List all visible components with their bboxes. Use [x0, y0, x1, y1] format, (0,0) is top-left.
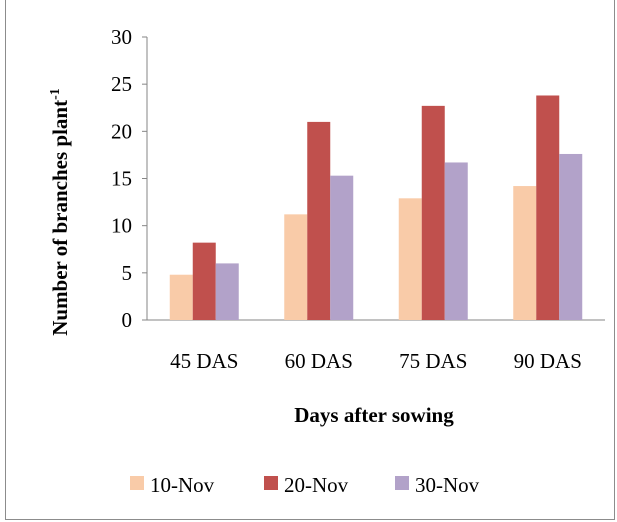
bar-10-nov-45-das — [169, 274, 193, 320]
y-axis-title-text: Number of branches plant — [48, 100, 72, 336]
x-axis-title: Days after sowing — [294, 403, 454, 427]
bar-30-nov-60-das — [330, 175, 354, 320]
bar-30-nov-75-das — [444, 162, 468, 320]
bar-20-nov-75-das — [421, 105, 445, 320]
legend-label-30-nov: 30-Nov — [415, 473, 480, 497]
y-tick-label: 10 — [111, 214, 132, 238]
y-axis-ticks: 0 5 10 15 20 25 30 — [111, 25, 147, 332]
legend-label-10-nov: 10-Nov — [150, 473, 215, 497]
bar-20-nov-60-das — [307, 121, 331, 321]
y-tick-label: 5 — [122, 261, 133, 285]
legend-label-20-nov: 20-Nov — [284, 473, 349, 497]
x-axis-tick-labels: 45 DAS 60 DAS 75 DAS 90 DAS — [170, 349, 582, 373]
bar-10-nov-90-das — [513, 186, 537, 320]
y-axis-title: Number of branches plant-1 — [48, 88, 72, 336]
x-tick-label: 60 DAS — [285, 349, 353, 373]
bar-10-nov-60-das — [284, 214, 308, 320]
y-tick-label: 15 — [111, 167, 132, 191]
x-tick-label: 75 DAS — [399, 349, 467, 373]
chart-frame — [5, 0, 615, 520]
x-tick-label: 90 DAS — [514, 349, 582, 373]
y-tick-label: 0 — [122, 308, 133, 332]
legend-swatch-20-nov — [264, 476, 278, 490]
bar-30-nov-45-das — [215, 263, 239, 320]
y-axis-title-superscript: -1 — [48, 88, 63, 100]
y-tick-label: 25 — [111, 72, 132, 96]
y-tick-label: 20 — [111, 119, 132, 143]
bar-10-nov-75-das — [398, 198, 422, 320]
legend: 10-Nov 20-Nov 30-Nov — [130, 473, 480, 497]
bars — [169, 95, 583, 321]
x-tick-label: 45 DAS — [170, 349, 238, 373]
bar-20-nov-45-das — [192, 242, 216, 320]
legend-swatch-10-nov — [130, 476, 144, 490]
y-tick-label: 30 — [111, 25, 132, 49]
bar-20-nov-90-das — [536, 95, 560, 320]
bar-30-nov-90-das — [559, 153, 583, 320]
legend-swatch-30-nov — [395, 476, 409, 490]
